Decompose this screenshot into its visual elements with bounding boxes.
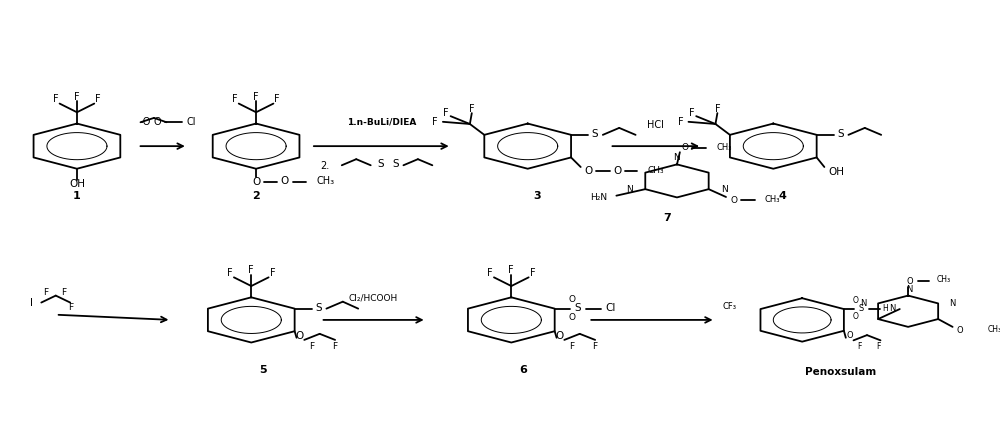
- Text: O: O: [153, 117, 161, 127]
- Text: O: O: [295, 330, 304, 341]
- Text: O: O: [853, 312, 858, 321]
- Text: Cl: Cl: [187, 117, 196, 127]
- Text: S: S: [392, 159, 399, 169]
- Text: S: S: [837, 129, 844, 139]
- Text: 5: 5: [259, 365, 267, 375]
- Text: S: S: [574, 303, 581, 313]
- Text: F: F: [270, 268, 275, 278]
- Text: F: F: [487, 268, 493, 278]
- Text: F: F: [689, 108, 694, 117]
- Text: H₂N: H₂N: [590, 193, 608, 202]
- Text: F: F: [74, 92, 80, 102]
- Text: OH: OH: [69, 180, 85, 189]
- Text: F: F: [253, 92, 259, 102]
- Text: F: F: [530, 268, 535, 278]
- Text: O: O: [853, 296, 858, 305]
- Text: H: H: [882, 304, 888, 313]
- Text: N: N: [860, 299, 867, 308]
- Text: F: F: [715, 104, 720, 114]
- Text: O: O: [252, 177, 260, 187]
- Text: O: O: [613, 166, 621, 176]
- Text: O: O: [730, 196, 737, 205]
- Text: S: S: [377, 159, 384, 169]
- Text: 6: 6: [519, 365, 527, 375]
- Text: N: N: [889, 304, 895, 313]
- Text: O: O: [956, 326, 963, 335]
- Text: F: F: [333, 342, 338, 351]
- Text: N: N: [906, 285, 912, 293]
- Text: 1: 1: [73, 191, 81, 201]
- Text: F: F: [857, 342, 861, 351]
- Text: CH₃: CH₃: [765, 195, 780, 204]
- Text: 2: 2: [252, 191, 260, 201]
- Text: F: F: [232, 94, 238, 104]
- Text: 2.: 2.: [321, 161, 330, 171]
- Text: F: F: [469, 104, 475, 114]
- Text: F: F: [53, 94, 59, 104]
- Text: S: S: [592, 129, 598, 139]
- Text: O: O: [555, 330, 564, 341]
- Text: F: F: [508, 265, 514, 275]
- Text: O: O: [681, 143, 688, 152]
- Text: Penoxsulam: Penoxsulam: [805, 367, 876, 377]
- Text: F: F: [678, 117, 684, 127]
- Text: F: F: [44, 288, 49, 297]
- Text: O: O: [281, 176, 289, 186]
- Text: CH₃: CH₃: [937, 275, 951, 284]
- Text: F: F: [876, 342, 881, 351]
- Text: O: O: [907, 277, 913, 286]
- Text: F: F: [309, 342, 315, 351]
- Text: 4: 4: [779, 191, 787, 201]
- Text: O: O: [584, 166, 593, 176]
- Text: 7: 7: [663, 213, 671, 223]
- Text: HCl: HCl: [647, 120, 664, 130]
- Text: Cl₂/HCOOH: Cl₂/HCOOH: [349, 294, 398, 303]
- Text: F: F: [274, 94, 280, 104]
- Text: F: F: [95, 94, 101, 104]
- Text: CH₃: CH₃: [716, 143, 732, 151]
- Text: OH: OH: [828, 167, 844, 177]
- Text: Cl: Cl: [605, 303, 616, 313]
- Text: I: I: [30, 297, 33, 308]
- Text: F: F: [443, 108, 449, 117]
- Text: N: N: [674, 153, 680, 162]
- Text: -O: -O: [140, 117, 151, 127]
- Text: F: F: [227, 268, 233, 278]
- Text: S: S: [859, 304, 864, 313]
- Text: N: N: [721, 185, 727, 194]
- Text: F: F: [61, 288, 66, 297]
- Text: O: O: [846, 330, 853, 340]
- Text: F: F: [569, 342, 575, 351]
- Text: CF₃: CF₃: [722, 302, 736, 312]
- Text: S: S: [315, 303, 322, 313]
- Text: O: O: [569, 294, 576, 304]
- Text: CH₃: CH₃: [317, 176, 335, 186]
- Text: N: N: [626, 185, 633, 194]
- Text: CH₃: CH₃: [987, 325, 1000, 334]
- Text: F: F: [248, 265, 254, 275]
- Text: N: N: [949, 299, 956, 308]
- Text: O: O: [569, 313, 576, 322]
- Text: 3: 3: [534, 191, 541, 201]
- Text: F: F: [68, 303, 73, 312]
- Text: F: F: [432, 117, 438, 127]
- Text: CH₃: CH₃: [647, 166, 664, 175]
- Text: F: F: [593, 342, 598, 351]
- Text: 1.n-BuLi/DIEA: 1.n-BuLi/DIEA: [347, 118, 416, 127]
